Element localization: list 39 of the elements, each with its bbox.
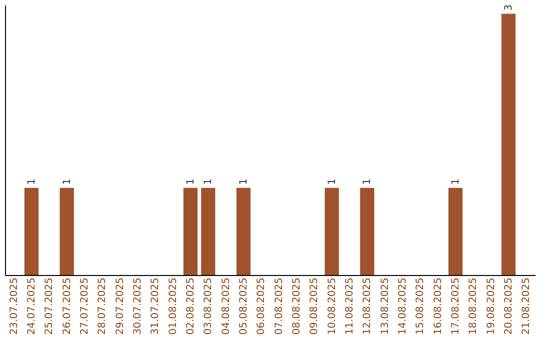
x-tick-label: 02.08.2025 — [186, 278, 196, 335]
x-tick-label: 06.08.2025 — [256, 278, 268, 335]
x-tick-label: 09.08.2025 — [309, 278, 320, 335]
x-tick-label: 01.08.2025 — [168, 278, 179, 335]
x-tick-label: 11.08.2025 — [344, 278, 356, 335]
data-label: 3 — [504, 4, 514, 11]
x-tick-label: 07.08.2025 — [274, 278, 285, 335]
data-label: 1 — [362, 178, 374, 185]
x-tick-label: 23.07.2025 — [8, 278, 20, 335]
x-tick-label: 05.08.2025 — [238, 278, 250, 335]
x-tick-label: 19.08.2025 — [486, 278, 497, 335]
x-tick-label: 16.08.2025 — [432, 278, 444, 335]
data-label: 1 — [326, 178, 338, 185]
x-tick-label: 24.07.2025 — [26, 278, 38, 335]
x-tick-label: 25.07.2025 — [44, 278, 56, 335]
x-tick-label: 03.08.2025 — [203, 278, 214, 335]
x-tick-label: 28.07.2025 — [97, 278, 108, 335]
x-tick-label: 14.08.2025 — [398, 278, 408, 335]
data-label: 1 — [203, 178, 214, 185]
x-tick-label: 26.07.2025 — [62, 278, 73, 335]
x-tick-label: 30.07.2025 — [132, 278, 144, 335]
x-tick-label: 29.07.2025 — [114, 278, 126, 335]
x-tick-label: 08.08.2025 — [292, 278, 302, 335]
data-label: 1 — [238, 178, 250, 185]
data-label: 1 — [186, 178, 196, 185]
x-tick-label: 20.08.2025 — [504, 278, 514, 335]
data-label: 1 — [62, 178, 73, 185]
data-label: 1 — [450, 178, 462, 185]
x-tick-label: 18.08.2025 — [468, 278, 480, 335]
x-tick-label: 10.08.2025 — [326, 278, 338, 335]
x-tick-label: 15.08.2025 — [415, 278, 426, 335]
data-label: 1 — [26, 178, 38, 185]
x-tick-label: 12.08.2025 — [362, 278, 374, 335]
x-tick-label: 17.08.2025 — [450, 278, 462, 335]
x-tick-label: 31.07.2025 — [150, 278, 162, 335]
x-tick-label: 21.08.2025 — [521, 278, 532, 335]
x-tick-label: 13.08.2025 — [380, 278, 391, 335]
x-tick-label: 04.08.2025 — [220, 278, 232, 335]
x-tick-label: 27.07.2025 — [80, 278, 90, 335]
